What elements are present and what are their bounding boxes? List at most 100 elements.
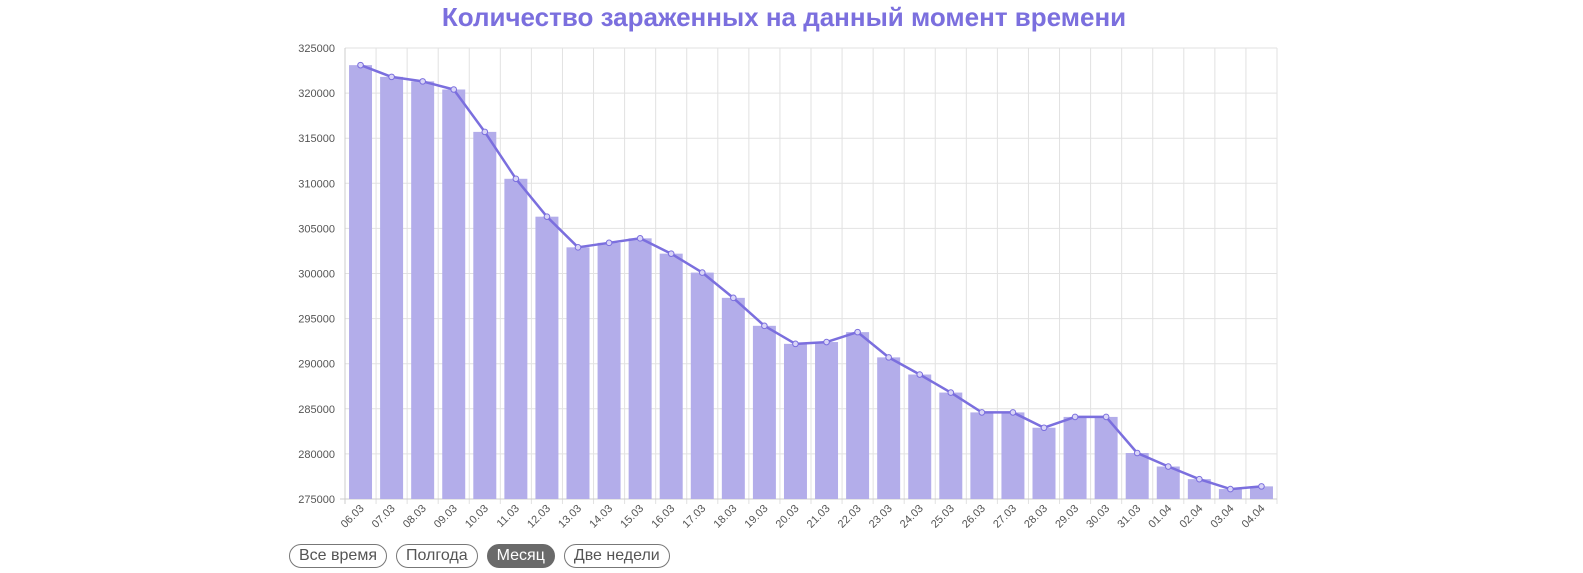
data-point[interactable] [1040,424,1048,432]
bar[interactable] [535,216,559,499]
x-tick-label: 09.03 [432,503,460,531]
bar[interactable] [1063,416,1087,499]
bar[interactable] [597,242,621,499]
bar[interactable] [690,272,714,499]
x-tick-label: 26.03 [960,503,988,531]
data-point[interactable] [667,250,675,257]
data-point[interactable] [512,175,520,183]
bar[interactable] [846,332,870,499]
bar[interactable] [939,392,963,499]
data-point[interactable] [916,371,924,378]
data-point[interactable] [761,322,768,330]
data-point[interactable] [947,389,955,396]
y-tick-label: 325000 [298,43,335,55]
x-tick-label: 28.03 [1022,503,1050,531]
bar[interactable] [566,247,590,499]
x-tick-label: 12.03 [525,503,553,531]
x-tick-label: 14.03 [587,503,615,531]
data-point[interactable] [481,128,489,136]
x-tick-label: 08.03 [401,503,429,531]
x-tick-label: 25.03 [929,503,957,531]
data-point[interactable] [1071,413,1079,421]
y-tick-label: 305000 [298,223,335,235]
bar[interactable] [1032,427,1056,499]
bar[interactable] [1094,416,1118,499]
x-tick-label: 15.03 [618,503,646,531]
x-tick-label: 23.03 [867,503,895,531]
data-point[interactable] [1133,449,1141,457]
bar[interactable] [628,238,652,499]
bar[interactable] [1156,466,1180,499]
data-point[interactable] [636,235,644,242]
data-point[interactable] [543,213,551,220]
bar[interactable] [1125,452,1149,499]
bars [349,65,1273,500]
range-button-all-time[interactable]: Все время [289,544,387,568]
data-point[interactable] [450,86,458,93]
bar[interactable] [659,253,683,499]
data-point[interactable] [357,61,364,69]
bar[interactable] [721,297,745,499]
data-point[interactable] [1009,409,1017,416]
y-tick-label: 300000 [298,269,335,281]
y-axis: 275000 280000 285000 290000 295000 300000 3050… [298,43,335,506]
bar[interactable] [1249,486,1273,499]
data-point[interactable] [792,340,799,348]
bar[interactable] [442,89,466,499]
series-line [357,61,1265,493]
range-selector: Все время Полгода Месяц Две недели [289,544,670,568]
data-point[interactable] [1258,483,1265,490]
data-point[interactable] [1227,485,1234,493]
bar[interactable] [473,131,497,500]
y-tick-label: 275000 [298,494,335,506]
x-tick-label: 04.04 [1240,503,1268,531]
x-tick-label: 21.03 [805,503,833,531]
data-point[interactable] [885,354,892,361]
data-point[interactable] [854,328,861,336]
bar[interactable] [411,81,435,500]
x-axis: 06.03 07.03 08.03 09.03 10.03 11.03 12.03 13.03… [339,503,1268,531]
x-tick-label: 27.03 [991,503,1019,531]
bar[interactable] [970,412,994,499]
x-tick-label: 30.03 [1084,503,1112,531]
bar[interactable] [908,374,932,499]
data-point[interactable] [1102,413,1110,421]
bar[interactable] [1218,489,1242,499]
x-tick-label: 29.03 [1053,503,1081,531]
grid [340,47,1278,504]
bar[interactable] [1187,479,1211,499]
bar[interactable] [752,325,776,499]
x-tick-label: 01.04 [1146,503,1174,531]
y-tick-label: 285000 [298,404,335,416]
data-point[interactable] [823,338,830,346]
data-point[interactable] [730,294,737,302]
data-point[interactable] [605,239,613,247]
range-button-two-weeks[interactable]: Две недели [563,544,670,568]
data-point[interactable] [419,78,426,85]
bar[interactable] [1001,412,1025,499]
data-point[interactable] [698,269,706,276]
data-point[interactable] [1196,475,1203,483]
y-tick-label: 290000 [298,359,335,371]
y-tick-label: 295000 [298,314,335,326]
chart-area: 275000 280000 285000 290000 295000 300000 3050… [298,43,1278,531]
data-point[interactable] [574,244,582,251]
bar[interactable] [877,357,901,499]
bar[interactable] [349,65,373,499]
x-tick-label: 18.03 [712,503,740,531]
y-tick-label: 320000 [298,88,335,100]
x-tick-label: 20.03 [774,503,802,531]
bar[interactable] [783,343,807,499]
data-point[interactable] [978,409,986,416]
x-tick-label: 06.03 [339,503,367,531]
bar[interactable] [380,76,404,499]
data-point[interactable] [1164,463,1172,470]
bar[interactable] [815,342,839,499]
data-point[interactable] [388,73,395,81]
x-tick-label: 11.03 [495,503,522,530]
bar[interactable] [504,178,528,500]
x-tick-label: 07.03 [370,503,398,531]
range-button-half-year[interactable]: Полгода [395,544,478,568]
range-button-month[interactable]: Месяц [486,544,555,568]
x-tick-label: 03.04 [1209,503,1237,531]
